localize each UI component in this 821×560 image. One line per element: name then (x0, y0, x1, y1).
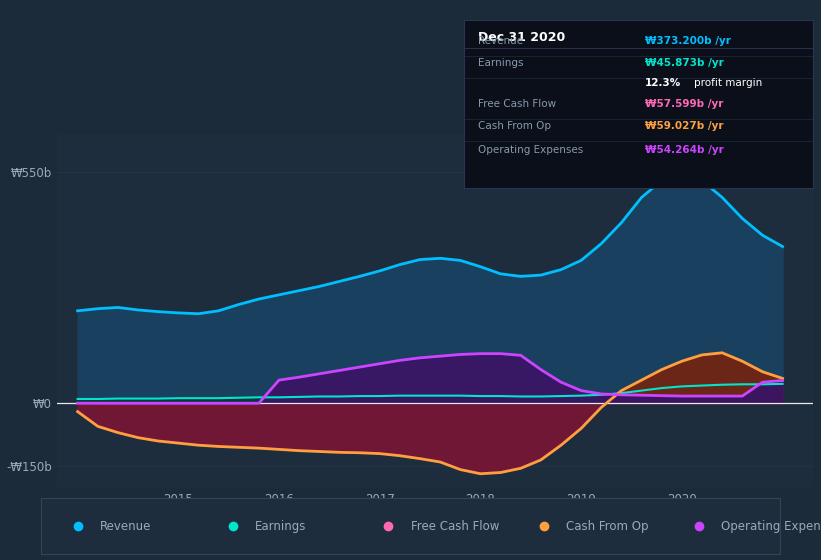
Text: Operating Expenses: Operating Expenses (478, 145, 583, 155)
Text: ₩45.873b /yr: ₩45.873b /yr (645, 58, 724, 68)
Text: Revenue: Revenue (100, 520, 152, 533)
Text: Earnings: Earnings (478, 58, 523, 68)
Text: profit margin: profit margin (695, 78, 763, 88)
Text: ₩54.264b /yr: ₩54.264b /yr (645, 145, 724, 155)
Text: Free Cash Flow: Free Cash Flow (478, 99, 556, 109)
Text: Free Cash Flow: Free Cash Flow (410, 520, 499, 533)
Text: ₩373.200b /yr: ₩373.200b /yr (645, 36, 732, 45)
Text: ₩57.599b /yr: ₩57.599b /yr (645, 99, 723, 109)
Text: Cash From Op: Cash From Op (478, 122, 551, 131)
Text: Operating Expenses: Operating Expenses (721, 520, 821, 533)
Text: Cash From Op: Cash From Op (566, 520, 648, 533)
Text: ₩59.027b /yr: ₩59.027b /yr (645, 122, 724, 131)
Text: 12.3%: 12.3% (645, 78, 681, 88)
Text: Revenue: Revenue (478, 36, 523, 45)
Text: Earnings: Earnings (255, 520, 307, 533)
Text: Dec 31 2020: Dec 31 2020 (478, 31, 565, 44)
